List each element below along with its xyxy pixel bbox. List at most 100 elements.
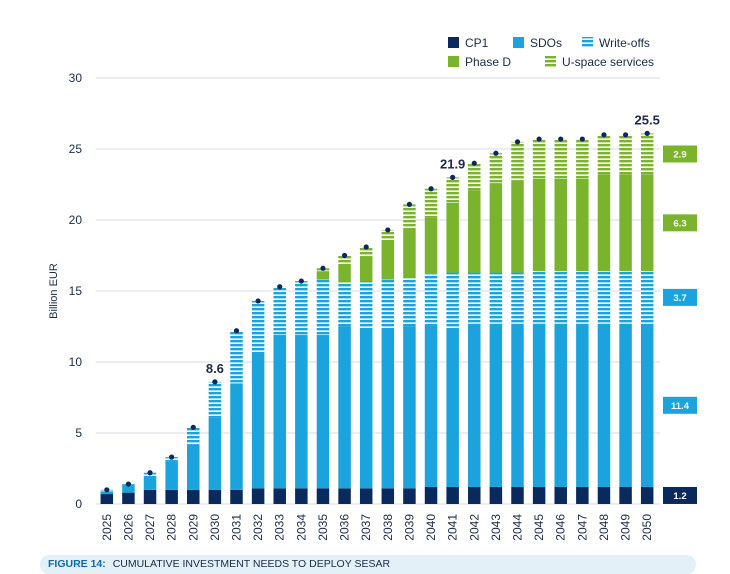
bar-segment (381, 279, 395, 328)
bar-group-2040 (424, 186, 438, 504)
bar-segment (424, 217, 438, 274)
bar-segment (230, 489, 243, 504)
x-tick-label: 2050 (640, 514, 654, 541)
side-label-box (663, 214, 697, 232)
bar-segment (554, 271, 567, 324)
bar-segment (511, 180, 524, 273)
bar-segment (554, 323, 567, 487)
bar-segment (446, 177, 459, 203)
x-tick-label: 2034 (294, 514, 308, 541)
x-tick-label: 2042 (467, 514, 481, 541)
bar-segment (640, 323, 654, 487)
bar-segment (619, 271, 632, 324)
bar-segment (403, 204, 416, 229)
total-marker (298, 278, 304, 284)
bar-group-2031 (230, 328, 243, 504)
bar-segment (424, 325, 438, 487)
bar-segment (597, 134, 611, 175)
side-label-value: 11.4 (671, 401, 690, 412)
bar-segment (576, 323, 589, 487)
bar-group-2038 (381, 227, 395, 504)
bar-group-2049 (619, 132, 632, 504)
bar-segment (554, 486, 567, 504)
side-label-value: 2.9 (673, 149, 686, 160)
bar-segment (640, 271, 654, 324)
x-tick-label: 2043 (489, 514, 503, 541)
bar-segment (468, 190, 481, 273)
x-tick-label: 2037 (359, 514, 373, 541)
bar-segment (251, 488, 265, 504)
total-marker (406, 201, 413, 207)
legend: CP1 SDOs Write-offs Phase D U-space services (448, 36, 654, 69)
bar-segment (640, 486, 654, 504)
bar-segment (468, 323, 481, 487)
total-annotation: 21.9 (440, 156, 465, 171)
bar-segment (403, 278, 416, 327)
bar-segment (100, 494, 114, 504)
x-tick-label: 2033 (273, 514, 287, 541)
figure-title: CUMULATIVE INVESTMENT NEEDS TO DEPLOY SE… (112, 558, 391, 570)
y-tick-label: 30 (69, 71, 83, 85)
side-label-box (663, 145, 697, 163)
bar-segment (165, 489, 178, 504)
bar-segment (446, 202, 459, 273)
bar-segment (403, 488, 416, 504)
bar-segment (424, 486, 438, 504)
bar-segment (251, 300, 265, 354)
x-tick-label: 2025 (100, 514, 114, 541)
bar-segment (338, 326, 351, 489)
side-labels: 1.2 11.4 3.7 6.3 2.9 (663, 145, 697, 504)
total-marker (212, 379, 218, 385)
bar-segment (359, 488, 373, 504)
bar-segment (187, 444, 200, 490)
bar-segment (576, 486, 589, 504)
total-marker (579, 136, 585, 142)
bar-group-2029 (187, 424, 200, 504)
y-axis-label: Billion EUR (48, 263, 60, 319)
side-label-box (663, 486, 697, 504)
bars: 2025 2026 2027 2028 2029 2030 2031 2032 2033 2034… (100, 112, 660, 540)
x-tick-label: 2041 (446, 514, 460, 541)
total-marker (493, 150, 499, 156)
side-label-box (663, 288, 697, 306)
bar-segment (511, 141, 524, 181)
legend-label: CP1 (465, 36, 489, 50)
bar-segment (165, 461, 178, 490)
bar-segment (359, 281, 373, 328)
bar-segment (381, 327, 395, 489)
total-marker (125, 481, 132, 487)
bar-segment (532, 323, 546, 487)
bar-segment (619, 134, 632, 175)
bar-segment (532, 178, 546, 272)
bar-segment (576, 178, 589, 272)
side-label-value: 6.3 (673, 218, 686, 229)
bar-segment (446, 272, 459, 328)
bar-group-2033 (273, 284, 286, 504)
x-tick-label: 2028 (165, 514, 179, 541)
bar-segment (640, 133, 654, 175)
bar-segment (468, 486, 481, 504)
figure-caption: FIGURE 14: CUMULATIVE INVESTMENT NEEDS T… (40, 555, 696, 574)
total-marker (428, 186, 434, 192)
total-marker (277, 284, 283, 290)
x-tick-label: 2039 (402, 514, 416, 541)
bar-segment (230, 330, 243, 384)
y-tick-label: 0 (75, 497, 82, 511)
bar-segment (489, 486, 503, 504)
bar-segment (468, 272, 481, 324)
y-tick-label: 15 (69, 284, 83, 298)
bar-segment (424, 273, 438, 326)
bar-segment (403, 326, 416, 489)
bar-segment (208, 417, 222, 490)
side-label-value: 1.2 (673, 491, 686, 502)
bar-group-2032 (251, 298, 265, 504)
bar-segment (468, 163, 481, 191)
bar-segment (489, 183, 503, 273)
bar-segment (381, 239, 395, 280)
bar-segment (273, 488, 286, 504)
bar-segment (316, 488, 330, 504)
bar-segment (316, 279, 330, 336)
bar-segment (208, 381, 222, 418)
total-annotation: 25.5 (635, 112, 660, 127)
